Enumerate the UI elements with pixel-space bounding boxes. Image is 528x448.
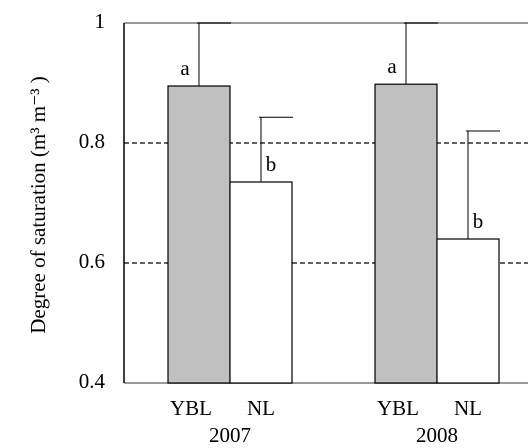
x-tick-label: YBL <box>170 396 212 420</box>
y-tick-label: 0.8 <box>79 129 105 153</box>
group-label: 2007 <box>209 423 251 447</box>
annotation: a <box>180 56 190 80</box>
annotation: a <box>387 54 397 78</box>
annotation: b <box>266 152 277 176</box>
y-axis-label: Degree of saturation (m³ m⁻³ ) <box>26 76 50 334</box>
y-tick-label: 0.4 <box>79 369 106 393</box>
bar <box>167 85 231 384</box>
y-tick-label: 0.6 <box>79 249 105 273</box>
x-tick-label: NL <box>247 396 275 420</box>
y-tick-label: 1 <box>95 9 106 33</box>
bar <box>374 83 438 384</box>
x-tick-label: NL <box>454 396 482 420</box>
annotation: b <box>473 209 484 233</box>
x-tick-label: YBL <box>377 396 419 420</box>
bar <box>229 181 293 384</box>
group-label: 2008 <box>416 423 458 447</box>
bar <box>436 238 500 384</box>
